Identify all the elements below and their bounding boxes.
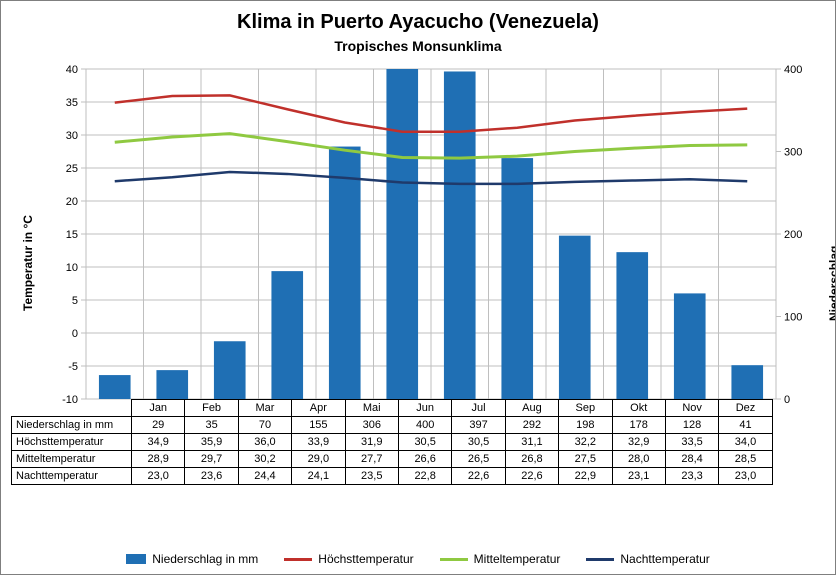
table-cell: 23,5 [345,468,398,485]
svg-text:-5: -5 [68,361,78,373]
row-label: Nachttemperatur [12,468,132,485]
table-cell: 178 [612,417,665,434]
table-cell: 30,5 [452,434,505,451]
table-cell: 33,9 [292,434,345,451]
svg-text:200: 200 [784,229,802,241]
svg-text:400: 400 [784,64,802,76]
table-cell: 28,9 [132,451,185,468]
svg-text:25: 25 [66,163,78,175]
svg-text:5: 5 [72,295,78,307]
table-cell: 292 [505,417,558,434]
table-cell: 26,5 [452,451,505,468]
svg-text:40: 40 [66,64,78,76]
table-cell: 22,9 [559,468,612,485]
month-header: Jun [398,400,451,417]
month-header: Okt [612,400,665,417]
table-cell: 33,5 [665,434,718,451]
legend-item-precip: Niederschlag in mm [126,552,258,566]
table-cell: 36,0 [238,434,291,451]
table-cell: 397 [452,417,505,434]
month-header: Mai [345,400,398,417]
month-header: Dez [719,400,772,417]
svg-text:0: 0 [784,394,790,406]
legend-item-night: Nachttemperatur [586,552,709,566]
svg-text:300: 300 [784,147,802,159]
table-cell: 29,7 [185,451,238,468]
table-cell: 31,1 [505,434,558,451]
table-cell: 26,8 [505,451,558,468]
table-cell: 31,9 [345,434,398,451]
table-cell: 306 [345,417,398,434]
table-cell: 22,6 [505,468,558,485]
table-cell: 198 [559,417,612,434]
svg-text:35: 35 [66,97,78,109]
table-cell: 23,0 [132,468,185,485]
month-header: Mar [238,400,291,417]
legend-item-high: Höchsttemperatur [284,552,413,566]
table-cell: 34,0 [719,434,772,451]
legend-swatch-line [440,558,468,561]
data-table: JanFebMarAprMaiJunJulAugSepOktNovDez Nied… [11,399,773,485]
table-cell: 29,0 [292,451,345,468]
row-label: Niederschlag in mm [12,417,132,434]
table-cell: 155 [292,417,345,434]
table-cell: 30,2 [238,451,291,468]
legend: Niederschlag in mm Höchsttemperatur Mitt… [1,552,835,566]
table-cell: 23,0 [719,468,772,485]
row-label: Höchsttemperatur [12,434,132,451]
svg-text:15: 15 [66,229,78,241]
legend-item-mean: Mitteltemperatur [440,552,561,566]
table-cell: 22,8 [398,468,451,485]
table-cell: 26,6 [398,451,451,468]
table-cell: 35 [185,417,238,434]
table-cell: 70 [238,417,291,434]
svg-text:0: 0 [72,328,78,340]
legend-label: Höchsttemperatur [318,552,413,566]
legend-label: Nachttemperatur [620,552,709,566]
table-cell: 24,1 [292,468,345,485]
table-cell: 28,4 [665,451,718,468]
table-cell: 41 [719,417,772,434]
table-cell: 34,9 [132,434,185,451]
row-label: Mitteltemperatur [12,451,132,468]
month-header: Sep [559,400,612,417]
table-cell: 23,6 [185,468,238,485]
svg-text:30: 30 [66,130,78,142]
table-cell: 128 [665,417,718,434]
table-cell: 32,2 [559,434,612,451]
legend-label: Niederschlag in mm [152,552,258,566]
table-cell: 22,6 [452,468,505,485]
table-cell: 24,4 [238,468,291,485]
table-cell: 35,9 [185,434,238,451]
table-cell: 23,3 [665,468,718,485]
table-cell: 29 [132,417,185,434]
chart-svg: -10-505101520253035400100200300400 [1,1,836,575]
legend-swatch-line [586,558,614,561]
table-cell: 27,5 [559,451,612,468]
table-cell: 27,7 [345,451,398,468]
table-cell: 400 [398,417,451,434]
legend-swatch-line [284,558,312,561]
table-cell: 28,5 [719,451,772,468]
table-cell: 30,5 [398,434,451,451]
month-header: Nov [665,400,718,417]
table-cell: 23,1 [612,468,665,485]
svg-text:100: 100 [784,312,802,324]
legend-swatch-bar [126,554,146,564]
month-header: Aug [505,400,558,417]
table-cell: 28,0 [612,451,665,468]
svg-text:20: 20 [66,196,78,208]
month-header: Apr [292,400,345,417]
svg-text:10: 10 [66,262,78,274]
table-cell: 32,9 [612,434,665,451]
month-header: Jan [132,400,185,417]
legend-label: Mitteltemperatur [474,552,561,566]
month-header: Feb [185,400,238,417]
month-header: Jul [452,400,505,417]
chart-container: Klima in Puerto Ayacucho (Venezuela) Tro… [0,0,836,575]
